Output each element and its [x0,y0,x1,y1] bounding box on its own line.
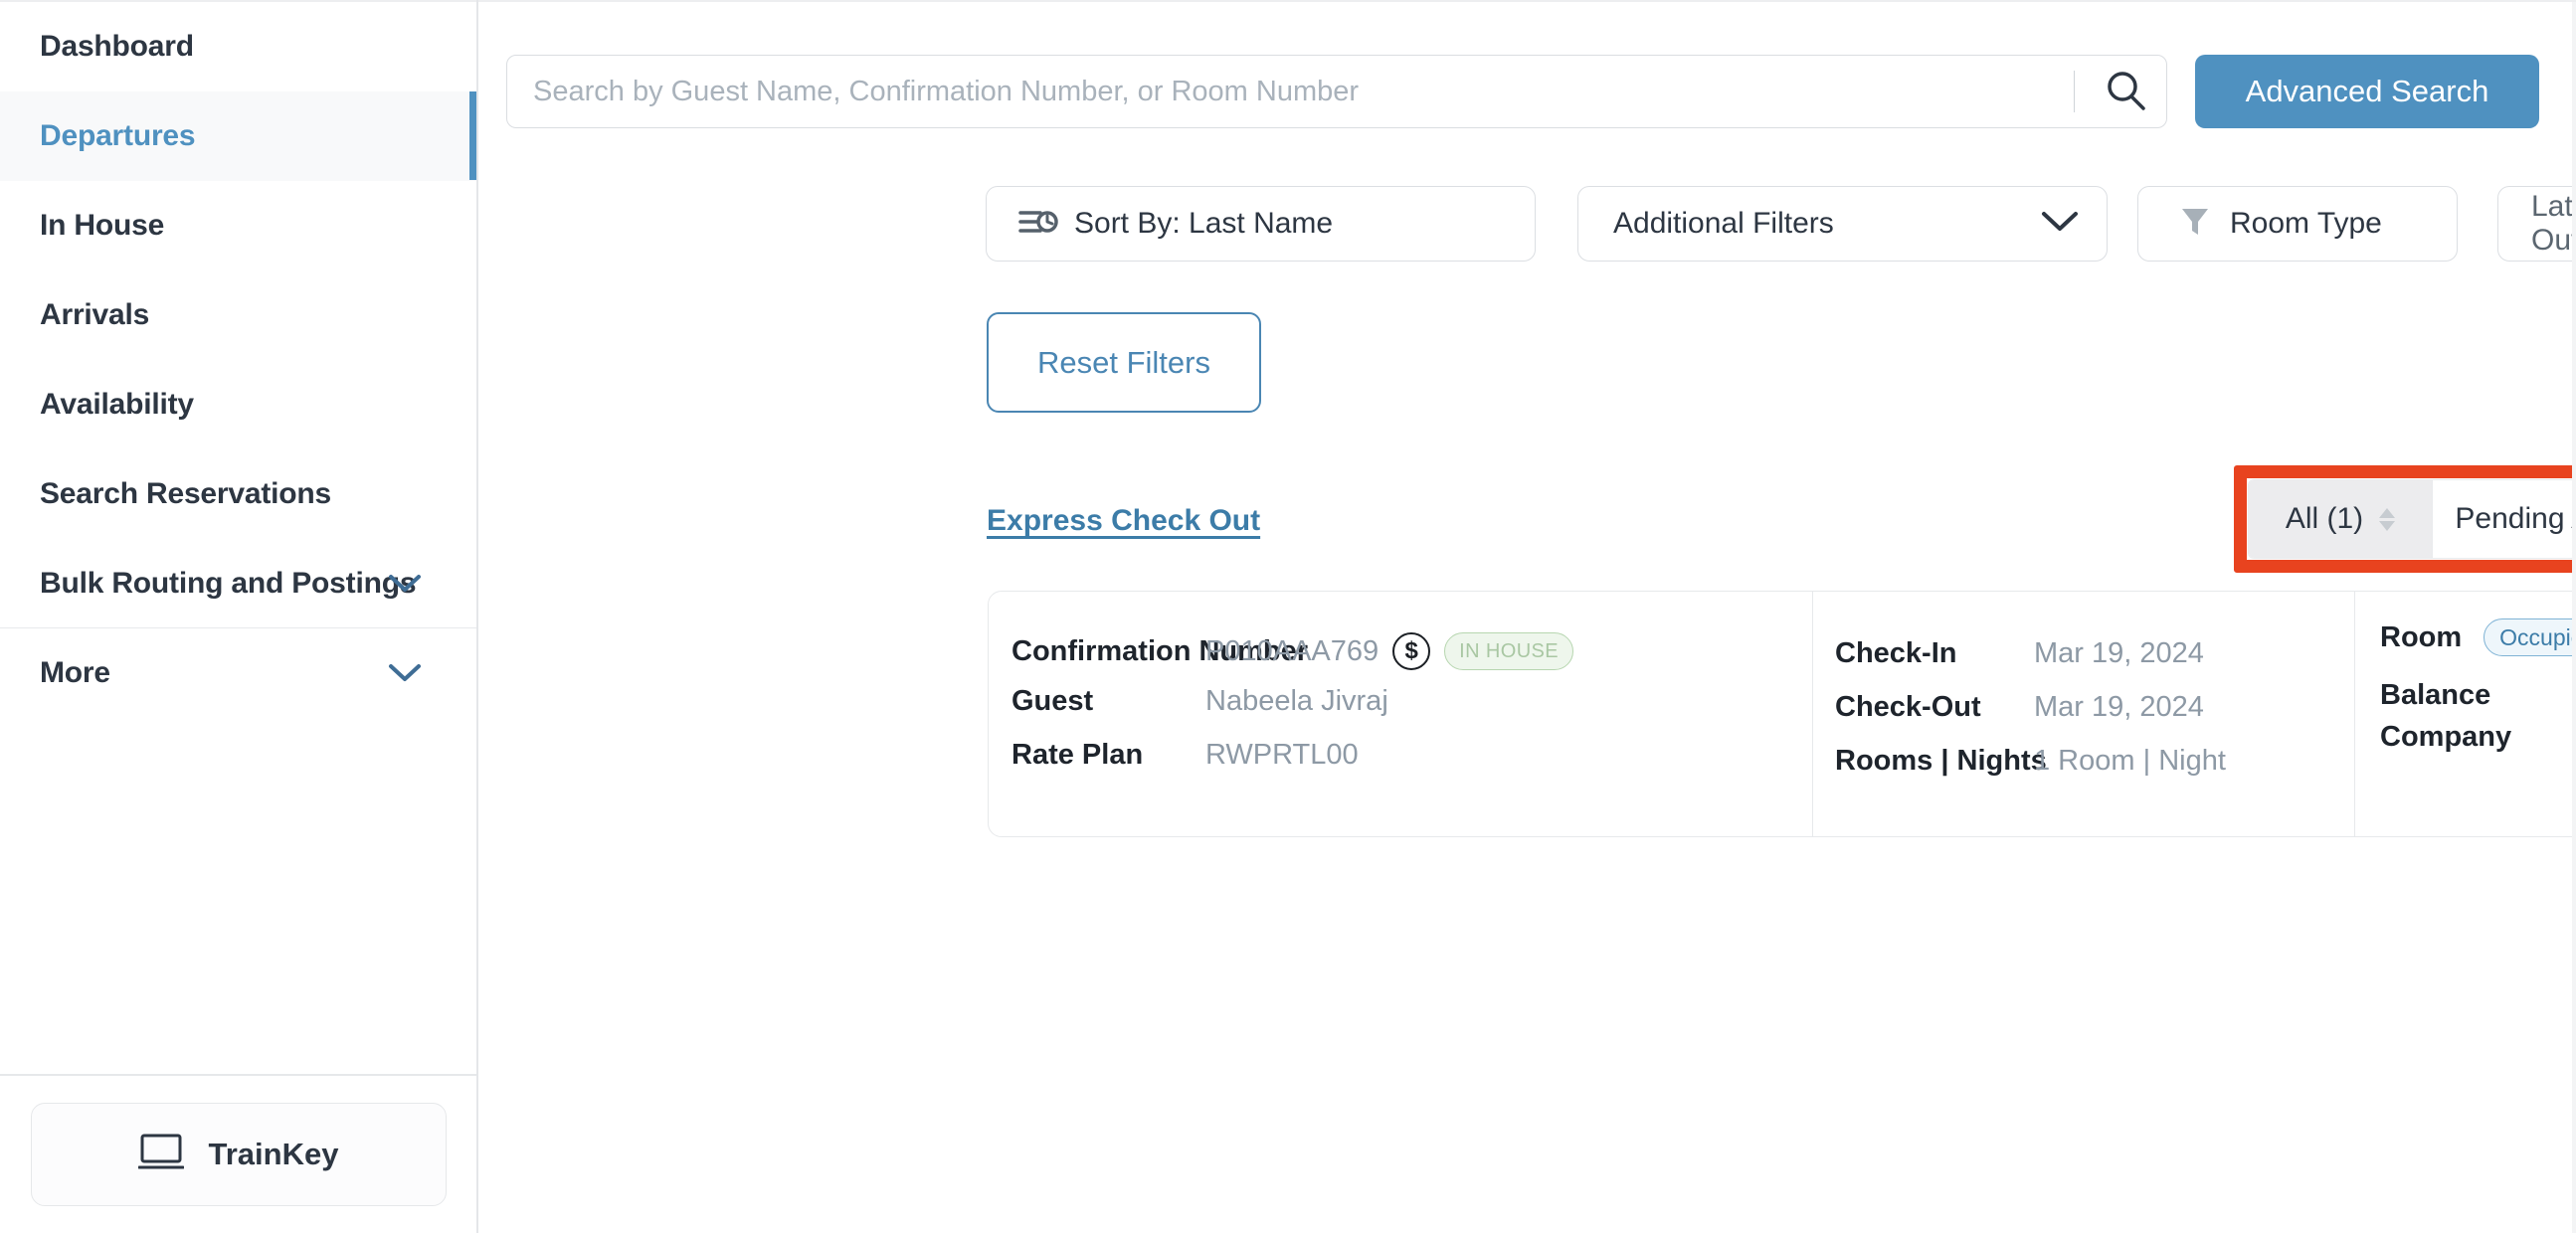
tab-label: All (1) [2285,502,2364,535]
guest-label: Guest [1012,685,1094,717]
sort-arrow-up-icon [2379,507,2396,518]
check-out-row: Check-Out Mar 19, 2024 [1835,691,2204,724]
room-row: Room Occupied Dirty NS1Q000P... [2380,618,2576,656]
status-badge: IN HOUSE [1444,632,1574,670]
monitor-icon [137,1133,185,1177]
rate-plan-row: Rate Plan RWPRTL00 [1012,739,1359,772]
additional-filters-label: Additional Filters [1613,207,1834,240]
sidebar-item-label: More [40,655,110,689]
sort-by-label: Sort By: Last Name [1074,207,1334,240]
sidebar-item-departures[interactable]: Departures [0,91,476,181]
funnel-icon [2180,205,2210,244]
check-in-label: Check-In [1835,637,1957,669]
trainkey-label: TrainKey [208,1137,339,1171]
sidebar-item-dashboard[interactable]: Dashboard [0,2,476,91]
sidebar-footer: TrainKey [0,1074,476,1233]
sidebar-item-label: Dashboard [40,29,194,63]
check-in-value: Mar 19, 2024 [2034,637,2204,669]
sort-arrow-down-icon [2379,520,2396,531]
sort-arrows-icon[interactable] [2379,507,2396,531]
sidebar-item-label: Availability [40,387,194,421]
check-out-value: Mar 19, 2024 [2034,691,2204,723]
page-scrollbar[interactable] [2572,2,2576,1233]
tab-label: Pending Actions (1) [2455,502,2576,535]
sidebar-item-arrivals[interactable]: Arrivals [0,270,476,360]
chevron-down-icon[interactable] [388,567,422,601]
sidebar-item-more[interactable]: More [0,628,476,718]
search-input[interactable] [533,75,2068,108]
search-box[interactable] [506,55,2167,128]
confirmation-number-row: Confirmation Number P010AAA769 $ IN HOUS… [1012,632,1574,670]
tab-all[interactable]: All (1) [2249,480,2433,558]
room-type-filter[interactable]: Room Type [2137,186,2458,262]
sidebar-item-label: Departures [40,118,196,152]
balance-row: Balance -$72.66 [2380,669,2576,722]
rate-plan-value: RWPRTL00 [1205,739,1359,771]
additional-filters-dropdown[interactable]: Additional Filters [1577,186,2108,262]
chevron-down-icon [2041,211,2079,238]
search-button[interactable] [2097,63,2154,120]
rooms-nights-value: 1 Room | Night [2034,745,2226,777]
rooms-nights-label: Rooms | Nights [1835,745,2047,777]
late-check-out-label: Late Check Out [2531,190,2576,257]
company-label: Company [2380,721,2512,753]
trainkey-button[interactable]: TrainKey [30,1103,447,1206]
room-status-badges: Occupied Dirty [2484,618,2576,656]
search-icon [2102,67,2149,117]
filter-row: Sort By: Last Name Additional Filters Ro… [986,186,2576,262]
sidebar-item-label: In House [40,208,165,242]
confirmation-number-value: P010AAA769 [1205,634,1380,667]
sidebar-spacer [0,718,476,1074]
room-type-label: Room Type [2230,207,2382,240]
rooms-nights-row: Rooms | Nights 1 Room | Night [1835,745,2226,778]
chevron-down-icon[interactable] [388,656,422,690]
tabs-highlight-box [2234,465,2576,573]
sidebar-item-availability[interactable]: Availability [0,360,476,449]
sidebar-item-in-house[interactable]: In House [0,181,476,270]
reservation-column-room: Room Occupied Dirty NS1Q000P... Balance … [2354,592,2576,836]
sidebar-item-label: Search Reservations [40,476,332,510]
badge-occupied: Occupied [2484,618,2576,656]
sidebar-item-label: Arrivals [40,297,150,331]
guest-value: Nabeela Jivraj [1205,685,1388,717]
reservation-card[interactable]: Confirmation Number P010AAA769 $ IN HOUS… [988,591,2576,837]
reservation-column-dates: Check-In Mar 19, 2024 Check-Out Mar 19, … [1812,592,2354,836]
search-divider [2074,71,2075,112]
advanced-search-button[interactable]: Advanced Search [2195,55,2539,128]
reservation-column-details: Confirmation Number P010AAA769 $ IN HOUS… [989,592,1812,836]
sidebar: Dashboard Departures In House Arrivals A… [0,0,478,1233]
sort-by-filter[interactable]: Sort By: Last Name [986,186,1536,262]
sidebar-item-search-reservations[interactable]: Search Reservations [0,449,476,539]
room-label: Room [2380,620,2463,653]
check-out-label: Check-Out [1835,691,1981,723]
sort-clock-icon [1018,205,1058,244]
dollar-circle-icon[interactable]: $ [1392,632,1431,670]
company-row: Company -- [2380,721,2576,754]
balance-label: Balance [2380,679,2491,711]
sidebar-item-label: Bulk Routing and Postings [40,566,417,600]
rate-plan-label: Rate Plan [1012,739,1144,771]
confirmation-number-label: Confirmation Number [1012,634,1309,667]
status-tab-group: All (1) Pending Actions (1) Departed (0) [2248,479,2576,559]
check-in-row: Check-In Mar 19, 2024 [1835,637,2204,670]
main-content: Advanced Search Sort By: Last Name Addit [478,0,2576,1233]
guest-row: Guest Nabeela Jivraj [1012,685,1388,718]
search-row: Advanced Search [506,55,2539,128]
express-check-out-link[interactable]: Express Check Out [987,504,1261,537]
late-check-out-filter[interactable]: Late Check Out [2497,186,2576,262]
sidebar-item-bulk-routing-and-postings[interactable]: Bulk Routing and Postings [0,539,476,628]
confirmation-number-value-wrap: P010AAA769 $ IN HOUSE [1205,632,1574,670]
reset-filters-button[interactable]: Reset Filters [987,312,1261,413]
sidebar-nav-list: Dashboard Departures In House Arrivals A… [0,0,476,718]
tab-pending-actions[interactable]: Pending Actions (1) [2433,480,2576,558]
